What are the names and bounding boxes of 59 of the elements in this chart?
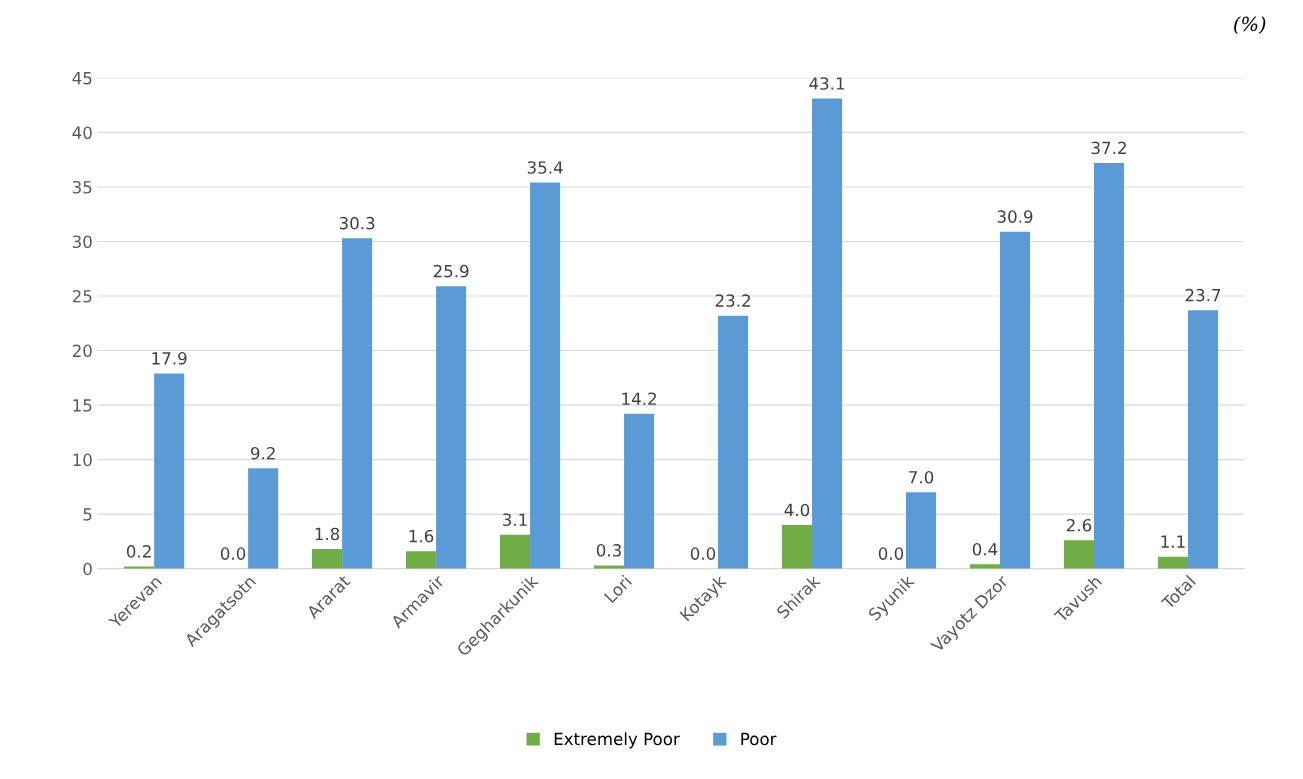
bar — [124, 566, 155, 569]
bar — [312, 549, 343, 569]
bar — [1187, 310, 1219, 569]
data-label: 2.6 — [1066, 518, 1092, 532]
bar — [154, 373, 185, 569]
bar — [1093, 162, 1125, 569]
y-tick-label: 10 — [73, 453, 92, 467]
bar — [593, 565, 625, 569]
data-label: 1.1 — [1161, 535, 1185, 548]
y-tick-label: 35 — [72, 180, 92, 194]
bar — [1000, 231, 1031, 569]
data-label: 25.9 — [433, 264, 469, 278]
y-tick-label: 0 — [83, 562, 92, 576]
data-label: 14.2 — [622, 392, 656, 405]
data-label: 30.9 — [997, 210, 1033, 223]
data-label: 1.8 — [315, 527, 340, 541]
text: (%) — [1234, 16, 1266, 35]
bar — [1157, 556, 1188, 569]
bar — [969, 564, 1000, 569]
bar — [342, 238, 373, 569]
bar — [624, 413, 655, 569]
y-tick-label: 5 — [83, 508, 92, 521]
bar — [436, 286, 467, 569]
bar — [406, 551, 437, 569]
data-label: 9.2 — [250, 446, 275, 460]
data-label: 35.4 — [527, 161, 563, 174]
bar — [1063, 540, 1094, 569]
data-label: 23.2 — [715, 294, 750, 307]
bar — [781, 525, 813, 569]
y-tick-label: 25 — [72, 289, 92, 303]
data-label: 0.3 — [596, 544, 621, 557]
data-label: 23.7 — [1185, 288, 1221, 302]
y-tick-label: 40 — [72, 126, 92, 139]
data-label: 43.1 — [809, 77, 845, 90]
data-label: 7.0 — [909, 470, 934, 484]
data-label: 0.0 — [220, 547, 246, 560]
legend-label: Extremely Poor — [554, 732, 680, 749]
data-label: 3.1 — [503, 513, 527, 527]
data-label: 30.3 — [339, 216, 375, 230]
bar — [718, 315, 749, 569]
y-tick-label: 15 — [73, 399, 92, 412]
data-label: 0.0 — [878, 547, 904, 560]
data-label: 0.2 — [126, 545, 151, 558]
bar — [248, 468, 279, 569]
y-tick-label: 45 — [72, 72, 92, 85]
data-label: 37.2 — [1091, 141, 1126, 155]
data-label: 17.9 — [152, 352, 187, 365]
legend-label: Poor — [741, 732, 777, 746]
bar — [906, 492, 937, 569]
y-tick-label: 20 — [72, 344, 92, 358]
x-tick-label: Lori — [603, 574, 633, 604]
bar — [812, 98, 843, 569]
data-label: 4.0 — [784, 503, 810, 517]
data-label: 1.6 — [409, 529, 434, 543]
bar — [530, 182, 561, 569]
data-label: 0.4 — [972, 542, 998, 556]
bar — [499, 534, 531, 569]
data-label: 0.0 — [690, 547, 716, 560]
y-tick-label: 30 — [72, 235, 92, 249]
